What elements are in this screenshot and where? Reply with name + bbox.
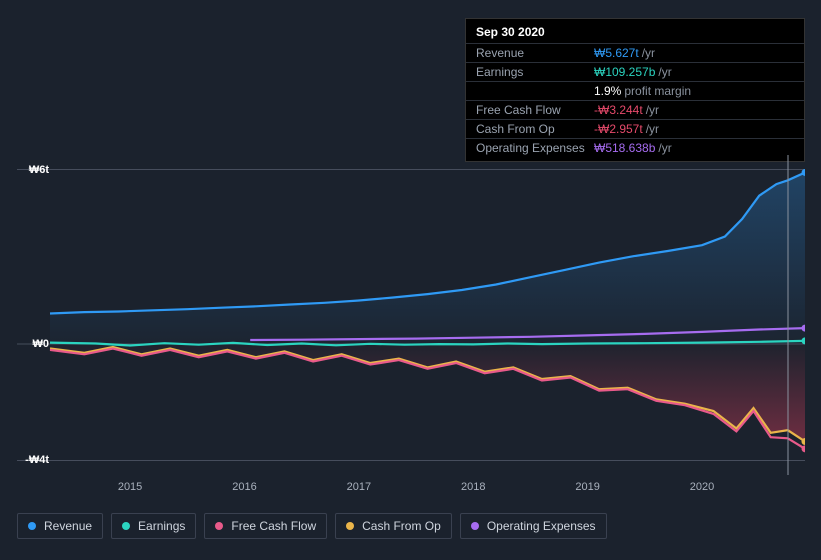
tooltip-row-label: Revenue	[476, 45, 594, 61]
x-axis-label: 2017	[347, 481, 371, 493]
tooltip-row-label	[476, 83, 594, 99]
tooltip-row: Cash From Op-₩2.957t/yr	[466, 119, 804, 138]
tooltip-row: 1.9%profit margin	[466, 81, 804, 100]
chart: ₩6t ₩0 -₩4t	[17, 155, 805, 475]
legend-dot-icon	[122, 522, 130, 530]
area-revenue	[50, 173, 805, 345]
x-axis: 2015 2016 2017 2018 2019 2020	[17, 481, 805, 499]
legend-item[interactable]: Cash From Op	[335, 513, 452, 539]
legend-dot-icon	[471, 522, 479, 530]
legend-item[interactable]: Free Cash Flow	[204, 513, 327, 539]
legend-label: Cash From Op	[362, 519, 441, 533]
legend-item[interactable]: Earnings	[111, 513, 196, 539]
tooltip-row: Revenue₩5.627t/yr	[466, 43, 804, 62]
x-axis-label: 2020	[690, 481, 714, 493]
x-axis-label: 2015	[118, 481, 142, 493]
tooltip-row-value: -₩2.957t/yr	[594, 121, 659, 137]
tooltip-row-value: -₩3.244t/yr	[594, 102, 659, 118]
y-axis-label: -₩4t	[17, 454, 49, 466]
legend-dot-icon	[346, 522, 354, 530]
tooltip-row: Free Cash Flow-₩3.244t/yr	[466, 100, 804, 119]
tooltip-panel: Sep 30 2020 Revenue₩5.627t/yrEarnings₩10…	[465, 18, 805, 162]
chart-svg	[17, 155, 805, 475]
legend-dot-icon	[28, 522, 36, 530]
tooltip-row-label: Free Cash Flow	[476, 102, 594, 118]
legend-dot-icon	[215, 522, 223, 530]
tooltip-row-value: 1.9%profit margin	[594, 83, 691, 99]
legend-item[interactable]: Operating Expenses	[460, 513, 607, 539]
tooltip-row-label: Earnings	[476, 64, 594, 80]
tooltip-row-value: ₩109.257b/yr	[594, 64, 672, 80]
tooltip-row-value: ₩5.627t/yr	[594, 45, 655, 61]
legend-label: Earnings	[138, 519, 185, 533]
legend-item[interactable]: Revenue	[17, 513, 103, 539]
legend-label: Operating Expenses	[487, 519, 596, 533]
y-axis-label: ₩0	[17, 338, 49, 350]
y-axis-label: ₩6t	[17, 164, 49, 176]
x-axis-label: 2016	[232, 481, 256, 493]
x-axis-label: 2019	[575, 481, 599, 493]
x-axis-label: 2018	[461, 481, 485, 493]
tooltip-row-label: Cash From Op	[476, 121, 594, 137]
area-cashflow	[50, 344, 805, 441]
legend-label: Revenue	[44, 519, 92, 533]
tooltip-row-value: ₩518.638b/yr	[594, 140, 672, 156]
tooltip-date: Sep 30 2020	[466, 23, 804, 43]
legend-label: Free Cash Flow	[231, 519, 316, 533]
tooltip-row-label: Operating Expenses	[476, 140, 594, 156]
legend: Revenue Earnings Free Cash Flow Cash From O…	[17, 513, 607, 539]
tooltip-row: Earnings₩109.257b/yr	[466, 62, 804, 81]
